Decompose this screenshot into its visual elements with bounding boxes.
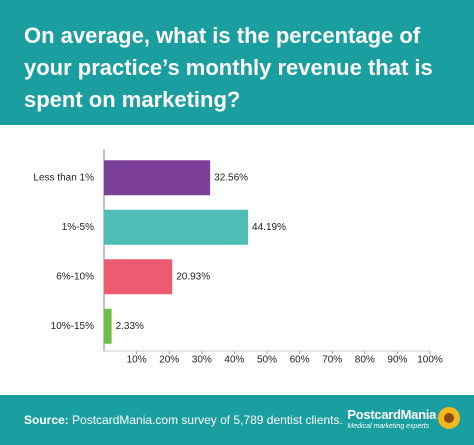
source-label: Source:	[24, 413, 69, 427]
chart-title: On average, what is the percentage of yo…	[24, 23, 433, 112]
bar	[104, 259, 173, 295]
x-tick-label: 100%	[417, 355, 443, 366]
logo-name: PostcardMania	[347, 407, 436, 422]
x-tick-label: 20%	[159, 355, 179, 366]
y-tick-label: 10%-15%	[51, 321, 94, 332]
source-text: PostcardMania.com survey of 5,789 dentis…	[72, 413, 343, 427]
logo-tagline: Medical marketing experts	[347, 423, 430, 430]
chart: 10% 20% 30% 40% 50% 60% 70% 80% 90% 100% 32.56% Les…	[33, 149, 443, 366]
bar	[104, 160, 211, 196]
x-tick-label: 80%	[355, 355, 375, 366]
logo: PostcardMania Medical marketing experts	[347, 407, 436, 430]
x-tick-label: 30%	[192, 355, 212, 366]
x-tick-label: 90%	[387, 355, 407, 366]
y-tick-label: Less than 1%	[33, 172, 94, 183]
x-tick-label: 60%	[290, 355, 310, 366]
bar	[104, 209, 249, 245]
x-tick-label: 70%	[322, 355, 342, 366]
logo-icon	[438, 407, 460, 429]
value-label: 32.56%	[214, 172, 248, 183]
value-label: 2.33%	[116, 321, 144, 332]
header: On average, what is the percentage of yo…	[0, 0, 474, 125]
y-tick-label: 6%-10%	[56, 271, 94, 282]
y-tick-label: 1%-5%	[62, 222, 94, 233]
x-tick-label: 40%	[224, 355, 244, 366]
x-tick-label: 50%	[257, 355, 277, 366]
value-label: 44.19%	[252, 222, 286, 233]
footer: Source: PostcardMania.com survey of 5,78…	[0, 395, 474, 445]
source: Source: PostcardMania.com survey of 5,78…	[24, 413, 343, 427]
x-tick-label: 10%	[127, 355, 147, 366]
bar	[104, 308, 112, 344]
value-label: 20.93%	[176, 271, 210, 282]
